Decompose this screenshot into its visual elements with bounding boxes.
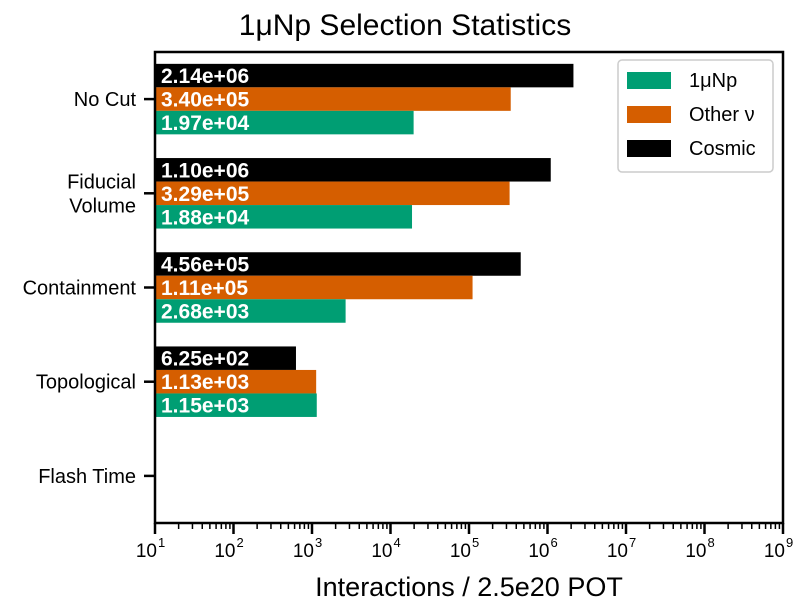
x-tick-exponent: 3	[315, 535, 322, 550]
x-tick-label: 10 4	[371, 535, 400, 562]
x-tick-base: 10	[214, 541, 235, 562]
x-tick-base: 10	[136, 541, 157, 562]
legend-label-cosmic: Cosmic	[689, 138, 756, 160]
x-tick-label: 10 8	[685, 535, 714, 562]
category-label: Containment	[23, 278, 137, 300]
bar-value-label: 1.11e+05	[161, 277, 248, 300]
bar-cosmic	[155, 252, 521, 276]
bar-value-label: 4.56e+05	[161, 254, 249, 277]
plot-frame	[153, 50, 785, 525]
bar-value-label: 1.97e+04	[161, 112, 249, 135]
x-tick-exponent: 9	[786, 535, 793, 550]
bar-other-nu	[155, 87, 511, 111]
bar-value-label: 1.15e+03	[161, 395, 249, 418]
x-tick-exponent: 5	[472, 535, 479, 550]
legend-swatch-cosmic	[627, 140, 671, 157]
bars-layer: 2.14e+063.40e+051.97e+04 1.10e+063.29e+05…	[155, 63, 574, 418]
x-tick-exponent: 2	[237, 535, 244, 550]
x-tick-label: 10 3	[293, 535, 322, 562]
category-label: Topological	[36, 372, 136, 394]
legend-label-1unp: 1μNp	[689, 70, 737, 92]
bar-1unp	[155, 110, 414, 135]
chart-title: 1μNp Selection Statistics	[239, 9, 571, 42]
x-tick-label: 10 6	[528, 535, 557, 562]
x-tick-base: 10	[528, 541, 549, 562]
x-tick-base: 10	[607, 541, 628, 562]
bar-other-nu	[155, 181, 510, 206]
bar-value-label: 1.10e+06	[161, 159, 249, 182]
x-tick-base: 10	[764, 541, 785, 562]
category-label: Volume	[69, 195, 136, 217]
bar-value-label: 3.40e+05	[161, 89, 249, 112]
x-tick-exponent: 8	[708, 535, 715, 550]
bar-cosmic	[155, 63, 574, 88]
bar-value-label: 1.88e+04	[161, 206, 249, 229]
legend-swatch-other-nu	[627, 106, 671, 123]
x-tick-label: 10 5	[450, 535, 479, 562]
x-tick-label: 10 9	[764, 535, 793, 562]
category-label: Fiducial	[67, 171, 136, 193]
category-label: No Cut	[74, 89, 137, 111]
x-tick-label: 10 1	[136, 535, 165, 562]
x-tick-exponent: 7	[629, 535, 636, 550]
x-tick-exponent: 6	[551, 535, 558, 550]
bar-cosmic	[155, 158, 551, 182]
x-tick-exponent: 1	[158, 535, 165, 550]
bar-other-nu	[155, 275, 473, 300]
x-tick-exponent: 4	[394, 535, 401, 550]
bar-value-label: 2.14e+06	[161, 65, 249, 88]
bar-value-label: 6.25e+02	[161, 348, 249, 371]
bar-other-nu	[155, 369, 317, 394]
x-tick-base: 10	[371, 541, 392, 562]
x-tick-base: 10	[450, 541, 471, 562]
x-tick-label: 10 2	[214, 535, 243, 562]
category-label: Flash Time	[38, 466, 136, 488]
x-axis-label: Interactions / 2.5e20 POT	[315, 572, 623, 602]
bar-value-label: 1.13e+03	[161, 371, 249, 394]
x-tick-label: 10 7	[607, 535, 636, 562]
bar-cosmic	[155, 346, 296, 370]
bar-1unp	[155, 205, 413, 229]
bar-value-label: 3.29e+05	[161, 183, 249, 206]
bar-value-label: 2.68e+03	[161, 301, 249, 324]
legend-label-other-nu: Other ν	[689, 104, 755, 126]
bar-1unp	[155, 393, 317, 417]
bar-1unp	[155, 299, 346, 323]
x-tick-base: 10	[293, 541, 314, 562]
x-tick-base: 10	[685, 541, 706, 562]
legend: 1μNp Other ν Cosmic	[617, 59, 774, 173]
legend-swatch-1unp	[627, 72, 671, 89]
